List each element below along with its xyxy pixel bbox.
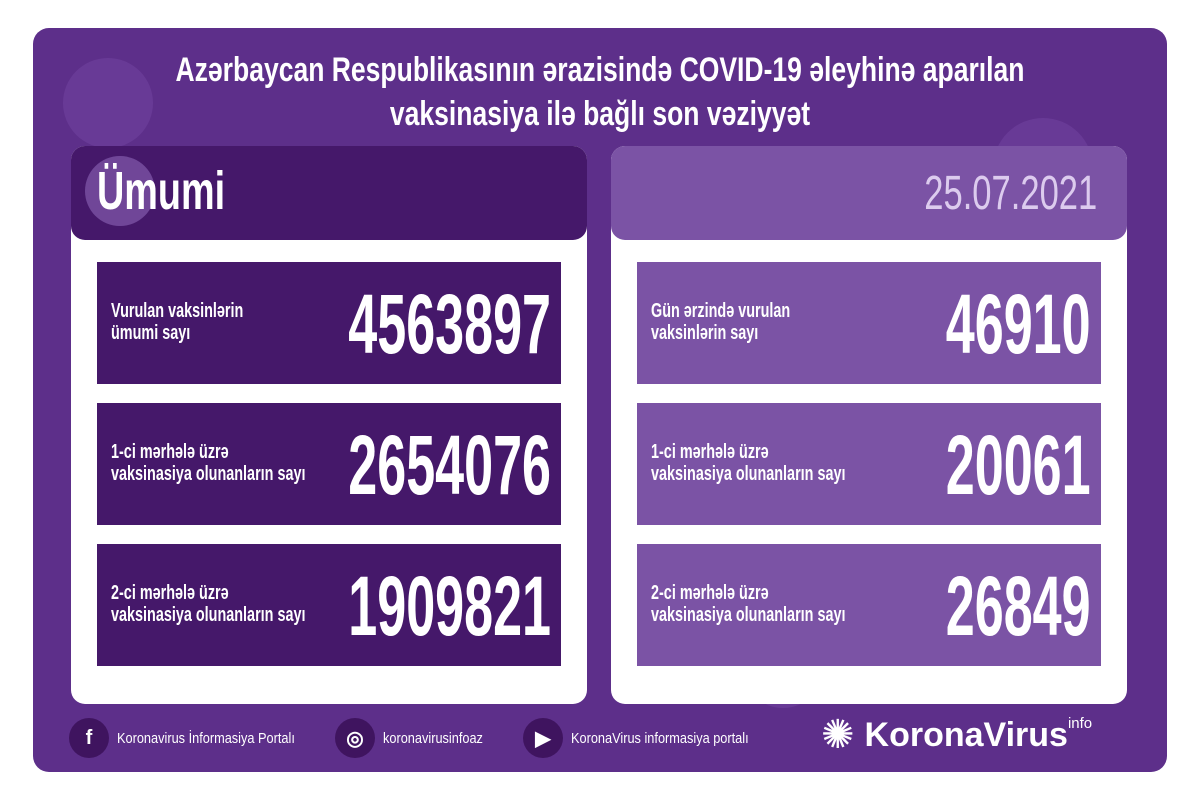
- stat-box: 2-ci mərhələ üzrə vaksinasiya olunanların…: [637, 544, 1101, 666]
- daily-header: 25.07.2021: [611, 146, 1127, 240]
- stat-label: 1-ci mərhələ üzrə vaksinasiya olunanların…: [111, 441, 306, 485]
- stat-label: 1-ci mərhələ üzrə vaksinasiya olunanların…: [651, 441, 846, 485]
- stat-label: 2-ci mərhələ üzrə vaksinasiya olunanların…: [111, 582, 306, 626]
- stat-value: 4563897: [348, 277, 551, 371]
- footer: f Koronavirus İnformasiya Portalı ◎ korona…: [33, 708, 1167, 768]
- infographic: Azərbaycan Respublikasının ərazisində CO…: [33, 28, 1167, 772]
- daily-panel: 25.07.2021 Gün ərzində vurulan vaksinləri…: [611, 146, 1127, 704]
- stat-value: 46910: [946, 277, 1091, 371]
- brand-logo: ✺ KoronaVirus info: [821, 713, 1093, 757]
- stat-box: Vurulan vaksinlərin ümumi sayı 4563897: [97, 262, 561, 384]
- stat-label: 2-ci mərhələ üzrə vaksinasiya olunanların…: [651, 582, 846, 626]
- stat-box: 2-ci mərhələ üzrə vaksinasiya olunanların…: [97, 544, 561, 666]
- total-panel: Ümumi Vurulan vaksinlərin ümumi sayı 45638…: [71, 146, 587, 704]
- stat-value: 2654076: [348, 418, 551, 512]
- instagram-icon: ◎: [335, 718, 375, 758]
- virus-icon: [85, 156, 155, 226]
- stat-value: 20061: [946, 418, 1091, 512]
- instagram-link[interactable]: ◎ koronavirusinfoaz: [335, 718, 501, 758]
- title-line-2: vaksinasiya ilə bağlı son vəziyyət: [389, 95, 811, 133]
- stat-label: Vurulan vaksinlərin ümumi sayı: [111, 300, 244, 344]
- stat-value: 26849: [946, 559, 1091, 653]
- stat-box: 1-ci mərhələ üzrə vaksinasiya olunanların…: [97, 403, 561, 525]
- facebook-icon: f: [69, 718, 109, 758]
- stat-value: 1909821: [348, 559, 551, 653]
- date: 25.07.2021: [924, 167, 1097, 220]
- title-line-1: Azərbaycan Respublikasının ərazisində CO…: [175, 51, 1025, 89]
- total-heading: Ümumi: [97, 161, 226, 221]
- stat-label: Gün ərzində vurulan vaksinlərin sayı: [651, 300, 791, 344]
- virus-decoration-icon: [63, 58, 153, 148]
- stat-box: Gün ərzində vurulan vaksinlərin sayı 46910: [637, 262, 1101, 384]
- youtube-link[interactable]: ▶ KoronaVirus informasiya portalı: [523, 718, 780, 758]
- youtube-icon: ▶: [523, 718, 563, 758]
- virus-logo-icon: ✺: [821, 713, 855, 757]
- stat-box: 1-ci mərhələ üzrə vaksinasiya olunanların…: [637, 403, 1101, 525]
- total-header: Ümumi: [71, 146, 587, 240]
- page-title: Azərbaycan Respublikasının ərazisində CO…: [158, 48, 1043, 136]
- facebook-link[interactable]: f Koronavirus İnformasiya Portalı: [69, 718, 326, 758]
